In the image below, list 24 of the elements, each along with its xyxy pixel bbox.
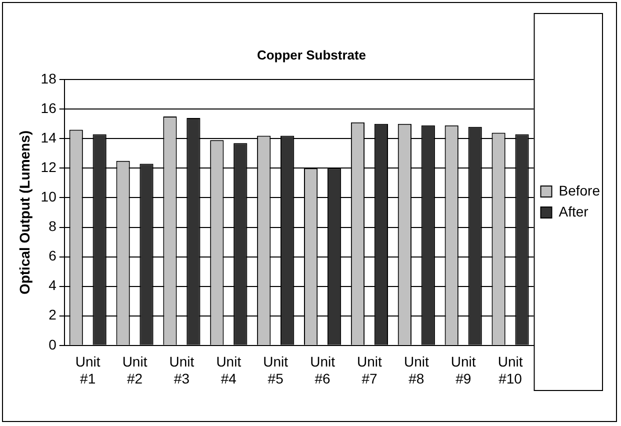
x-tick-label: Unit #1 <box>75 354 100 386</box>
legend-label: After <box>558 203 589 220</box>
y-tick-label: 12 <box>40 159 57 176</box>
y-tick-label: 8 <box>48 218 57 234</box>
y-tick-label: 4 <box>48 277 57 294</box>
y-tick-label: 10 <box>40 188 57 205</box>
y-axis-title: Optical Output (Lumens) <box>16 130 32 295</box>
x-tick-label: Unit #3 <box>169 354 194 386</box>
x-tick-label: Unit #8 <box>404 354 429 386</box>
x-tick-label: Unit #7 <box>357 354 382 386</box>
x-tick-label: Unit #5 <box>263 354 288 386</box>
x-tick-label: Unit #2 <box>122 354 148 386</box>
y-tick-label: 2 <box>48 306 57 323</box>
y-tick-label: 0 <box>48 336 57 352</box>
y-tick-label: 6 <box>48 248 57 264</box>
chart-title: Copper Substrate <box>256 47 366 62</box>
y-tick-label: 16 <box>40 100 57 116</box>
x-tick-label: Unit #10 <box>498 354 523 386</box>
x-tick-label: Unit #4 <box>216 354 242 386</box>
y-tick-label: 14 <box>40 130 57 146</box>
x-tick-label: Unit #6 <box>310 354 336 386</box>
legend-label: Before <box>558 182 600 198</box>
x-tick-label: Unit #9 <box>450 354 476 386</box>
y-tick-label: 18 <box>40 70 57 86</box>
